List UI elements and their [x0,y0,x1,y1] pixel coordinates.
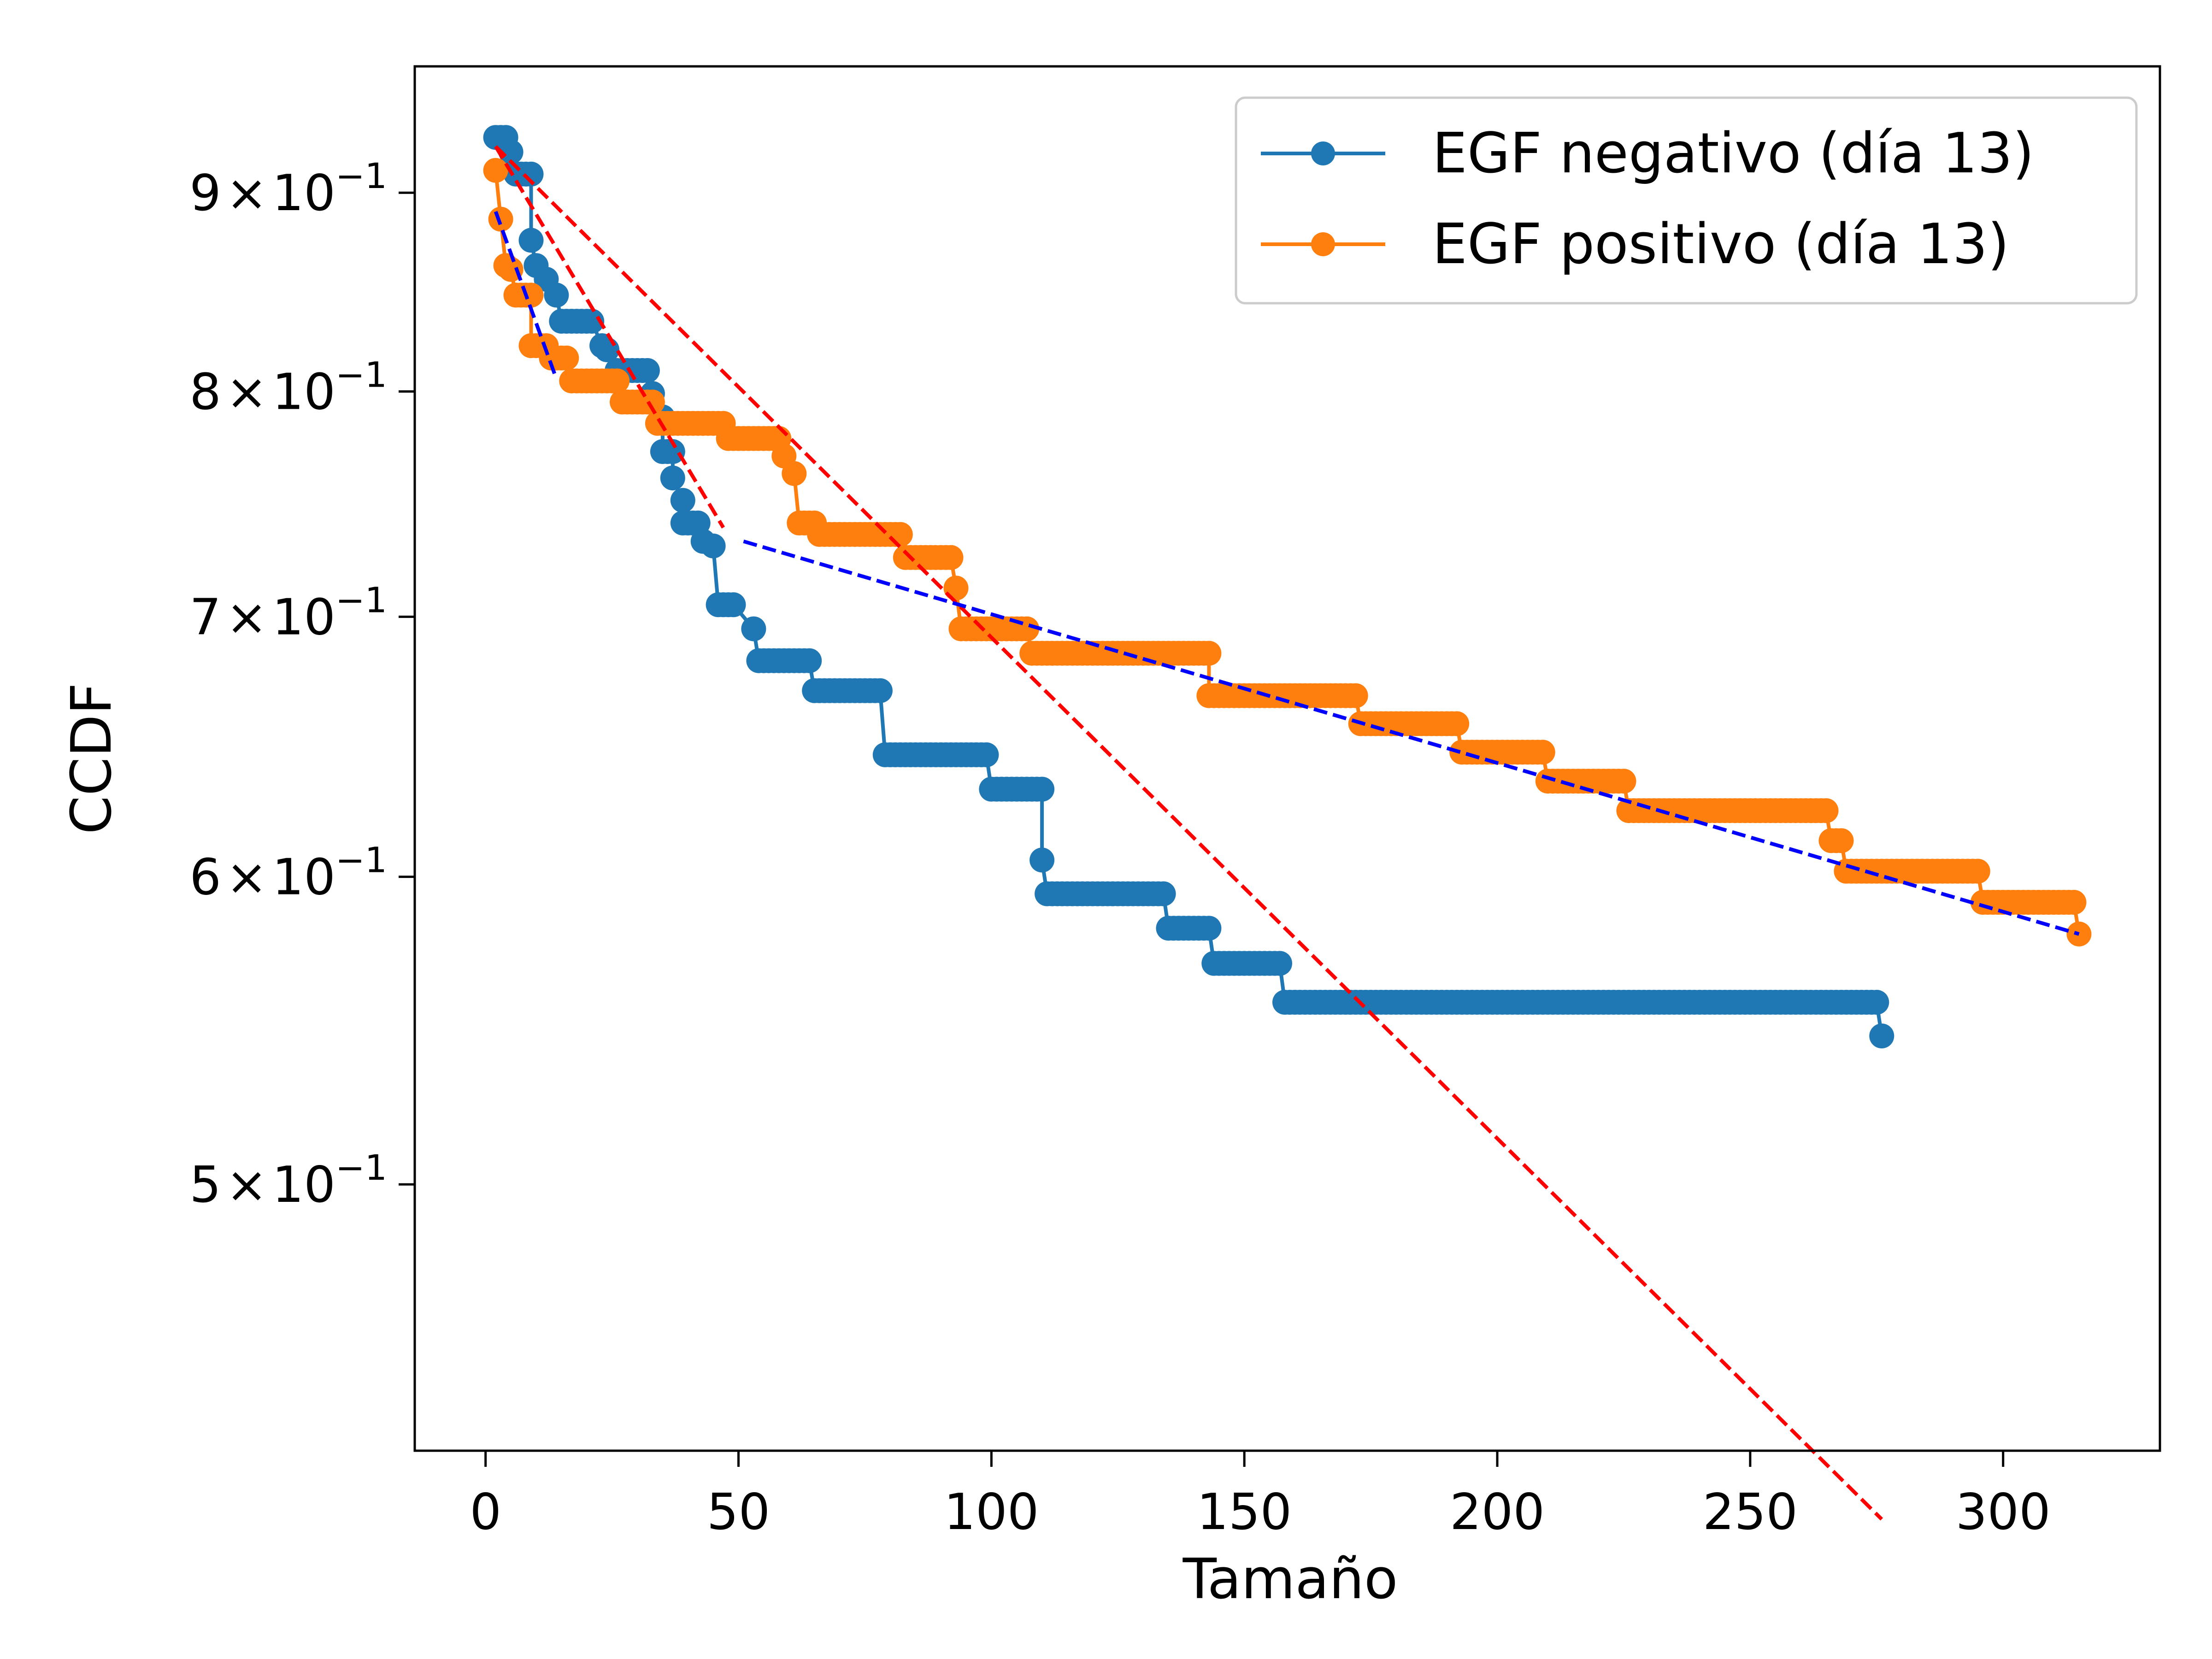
legend-marker-positivo [1311,232,1335,256]
data-point [660,465,685,491]
fit-blue-positivo [743,539,2080,936]
x-tick-label: 300 [1956,1483,2051,1541]
x-axis-label: Tamaño [1182,1547,1398,1612]
data-point [670,488,695,513]
data-point [1267,951,1292,976]
data-point [943,576,969,601]
legend: EGF negativo (día 13) EGF positivo (día … [1235,96,2138,305]
y-tick-label: 9×10−1 [189,155,387,222]
data-point [518,228,544,253]
data-point [483,158,508,183]
data-point [554,345,579,371]
x-tick-label: 250 [1703,1483,1798,1541]
data-point [635,358,660,383]
data-point [1196,916,1222,941]
data-point [1813,798,1839,824]
data-point [1030,777,1055,802]
series-layer [483,125,2092,1048]
data-point [700,533,726,559]
data-point [782,461,807,486]
data-point [1196,641,1222,666]
data-point [888,522,913,547]
y-axis: 5×10−1 6×10−1 7×10−1 8×10−1 9×10−1 [189,155,415,1214]
fit-blue-negativo [494,211,559,380]
legend-label-positivo: EGF positivo (día 13) [1432,212,2009,276]
x-axis: 0 50 100 150 200 250 300 [470,1451,2051,1541]
y-tick-label: 5×10−1 [189,1147,387,1214]
fit-red-negativo [494,145,1883,1521]
data-point [640,389,665,415]
plot-frame [413,65,2161,1452]
data-point [1864,989,1889,1015]
x-tick-label: 200 [1450,1483,1545,1541]
data-point [1343,683,1368,708]
data-point [544,282,569,308]
fit-line-layer [494,145,2080,1521]
legend-marker-negativo [1311,141,1335,165]
data-point [721,592,746,618]
data-point [660,439,685,464]
legend-label-negativo: EGF negativo (día 13) [1432,122,2034,186]
x-tick-label: 100 [944,1483,1039,1541]
data-point [797,648,822,673]
fit-red-positivo [494,145,725,529]
data-point [974,742,999,767]
data-point [605,368,630,394]
data-point [1611,769,1636,794]
y-axis-label: CCDF [60,682,124,834]
data-point [498,139,524,165]
data-point [938,545,964,570]
x-tick-label: 150 [1197,1483,1292,1541]
data-point [1869,1024,1894,1048]
data-point [1965,859,1990,884]
legend-box [1235,96,2138,305]
data-point [1151,881,1176,906]
data-point [1530,740,1555,765]
data-point [579,309,605,334]
y-tick-label: 7×10−1 [189,579,387,646]
series-0 [483,125,1894,1048]
data-point [1444,711,1470,736]
plot-area [413,65,2161,1521]
data-point [488,206,513,232]
data-point [1030,847,1055,873]
data-point [741,616,766,641]
data-point [2061,890,2087,915]
data-point [1829,828,1854,853]
data-point [867,678,893,703]
y-tick-label: 8×10−1 [189,354,387,421]
y-tick-label: 6×10−1 [189,840,387,906]
x-tick-label: 0 [470,1483,501,1541]
x-tick-label: 50 [707,1483,770,1541]
data-point [518,161,544,187]
